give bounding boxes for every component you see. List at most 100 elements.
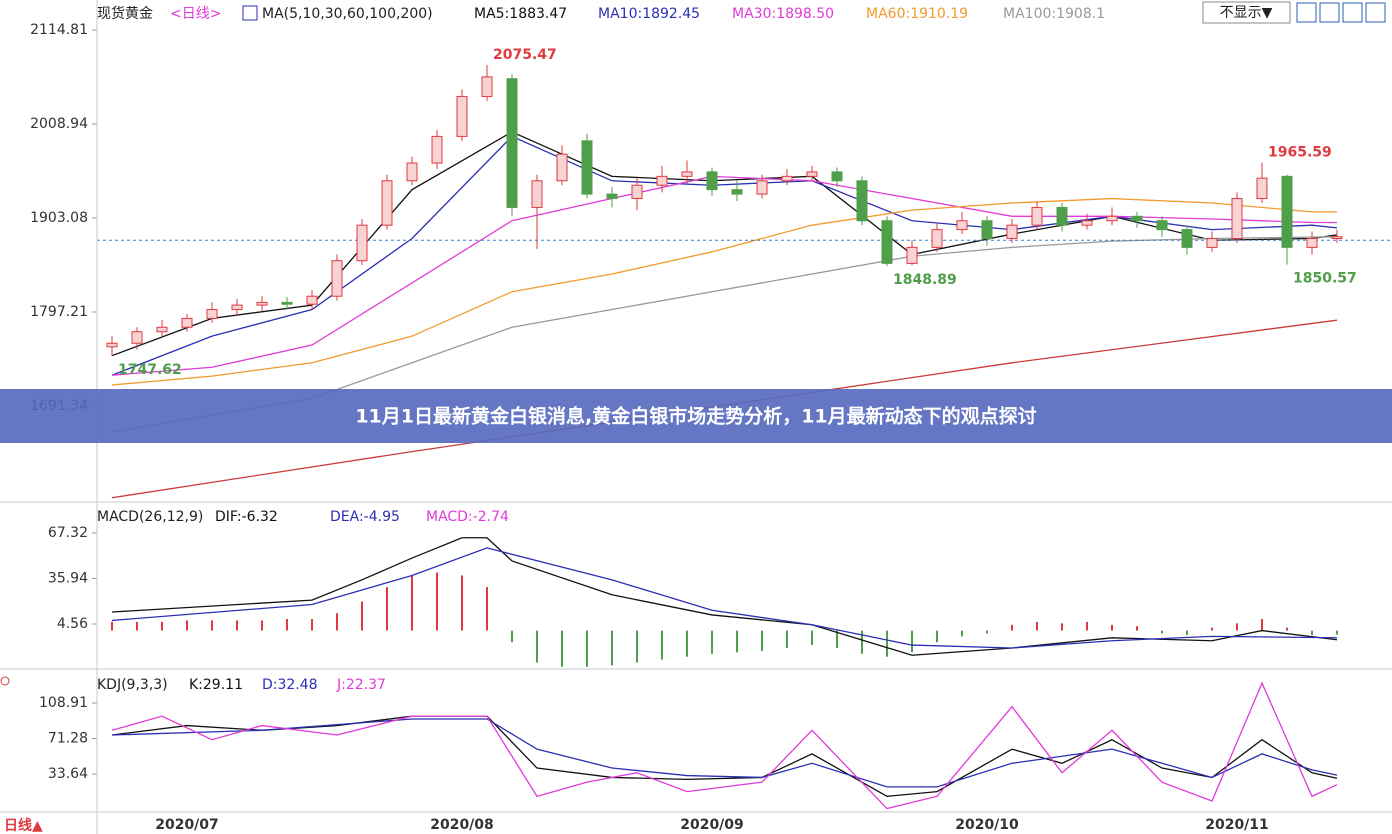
settings-icon[interactable]	[0, 676, 10, 686]
candle-body	[406, 162, 418, 182]
candle-body	[181, 317, 193, 328]
histogram-bar	[336, 613, 338, 631]
candle-body	[481, 76, 493, 97]
candle-body	[656, 175, 668, 186]
legend-entry: MA60:1910.19	[866, 6, 968, 22]
toolbar-icon[interactable]	[1365, 2, 1386, 23]
histogram-bar	[536, 630, 538, 663]
period[interactable]: <日线>	[170, 6, 221, 22]
x-tick-label: 2020/09	[680, 817, 744, 833]
histogram-bar	[1186, 630, 1188, 635]
indicator-name: MA(5,10,30,60,100,200)	[262, 6, 433, 22]
candle-body	[581, 140, 593, 195]
series-line	[111, 537, 1338, 656]
histogram-bar	[1211, 627, 1213, 631]
y-tick-label: 1797.21	[30, 304, 88, 320]
hide-button[interactable]	[1202, 1, 1291, 24]
histogram-bar	[261, 620, 263, 631]
histogram-bar	[786, 630, 788, 648]
legend-entry: DIF:-6.32	[215, 509, 278, 525]
legend-entry: D:32.48	[262, 677, 318, 693]
y-tick-label: 1903.08	[30, 210, 88, 226]
low-label: 1747.62	[118, 362, 182, 378]
histogram-bar	[1111, 624, 1113, 631]
hide-button-label[interactable]: 不显示▼	[1220, 5, 1273, 21]
candle-body	[1156, 220, 1168, 231]
histogram-bar	[686, 630, 688, 657]
y-tick-label: 108.91	[39, 695, 88, 711]
candle-body	[206, 309, 218, 319]
candle-body	[1306, 237, 1318, 248]
series-line	[111, 236, 1338, 433]
candle-body	[706, 171, 718, 191]
toolbar-icon[interactable]	[1342, 2, 1363, 23]
candle-body	[856, 180, 868, 222]
histogram-bar	[586, 630, 588, 667]
candle-body	[381, 180, 393, 226]
series-line	[111, 135, 1338, 376]
candle-body	[331, 260, 343, 297]
histogram-bar	[811, 630, 813, 646]
period-switch[interactable]: 日线▲	[4, 817, 43, 834]
histogram-bar	[311, 618, 313, 631]
plots: 2114.812008.941903.081797.211691.342075.…	[30, 22, 1392, 833]
candle-body	[1031, 206, 1043, 226]
macd-histogram-label: MACD:-2.74	[426, 509, 509, 525]
candle-body	[556, 153, 568, 182]
y-tick-label: 35.94	[48, 570, 88, 586]
histogram-bar	[986, 630, 988, 634]
legend-entry: J:22.37	[336, 677, 386, 693]
low-label: 1848.89	[893, 272, 957, 288]
series-line	[111, 718, 1338, 788]
histogram-bar	[136, 621, 138, 631]
candle-body	[1331, 236, 1343, 239]
histogram-bar	[1011, 624, 1013, 631]
indicator-icon[interactable]	[242, 5, 258, 21]
candle-body	[1081, 220, 1093, 226]
histogram-bar	[186, 620, 188, 631]
candle-body	[156, 326, 168, 333]
histogram-bar	[411, 575, 413, 631]
candle-body	[806, 171, 818, 177]
histogram-bar	[936, 630, 938, 643]
histogram-bar	[911, 630, 913, 653]
toolbar-icons	[1296, 2, 1386, 23]
candle-body	[831, 171, 843, 182]
candle-body	[906, 246, 918, 264]
candle-body	[881, 220, 893, 264]
toolbar-icon[interactable]	[1319, 2, 1340, 23]
histogram-bar	[461, 575, 463, 631]
x-tick-label: 2020/10	[955, 817, 1019, 833]
histogram-bar	[561, 630, 563, 667]
candle-body	[1231, 198, 1243, 239]
series-line	[111, 131, 1338, 357]
histogram-bar	[886, 630, 888, 657]
y-tick-label: 33.64	[48, 766, 88, 782]
histogram-bar	[286, 618, 288, 631]
histogram-bar	[1311, 630, 1313, 635]
histogram-bar	[1086, 621, 1088, 631]
histogram-bar	[961, 630, 963, 637]
histogram-bar	[1136, 626, 1138, 631]
histogram-bar	[836, 630, 838, 648]
histogram-bar	[1286, 627, 1288, 631]
x-tick-label: 2020/08	[430, 817, 494, 833]
candle-body	[1181, 229, 1193, 248]
histogram-bar	[736, 630, 738, 653]
legend-entry: K:29.11	[189, 677, 243, 693]
candle-body	[456, 95, 468, 137]
candle-body	[106, 342, 118, 348]
histogram-bar	[1236, 623, 1238, 631]
legend-entry: DEA:-4.95	[330, 509, 400, 525]
histogram-bar	[361, 601, 363, 631]
banner-text: 11月1日最新黄金白银消息,黄金白银市场走势分析，11月最新动态下的观点探讨	[355, 405, 1036, 428]
symbol: 现货黄金	[97, 5, 153, 22]
toolbar-icon[interactable]	[1296, 2, 1317, 23]
candle-body	[1056, 206, 1068, 226]
y-tick-label: 4.56	[57, 616, 88, 632]
candle-body	[956, 220, 968, 231]
candle-body	[1256, 177, 1268, 200]
histogram-bar	[661, 630, 663, 660]
histogram-bar	[1061, 623, 1063, 631]
candle-body	[1131, 215, 1143, 222]
